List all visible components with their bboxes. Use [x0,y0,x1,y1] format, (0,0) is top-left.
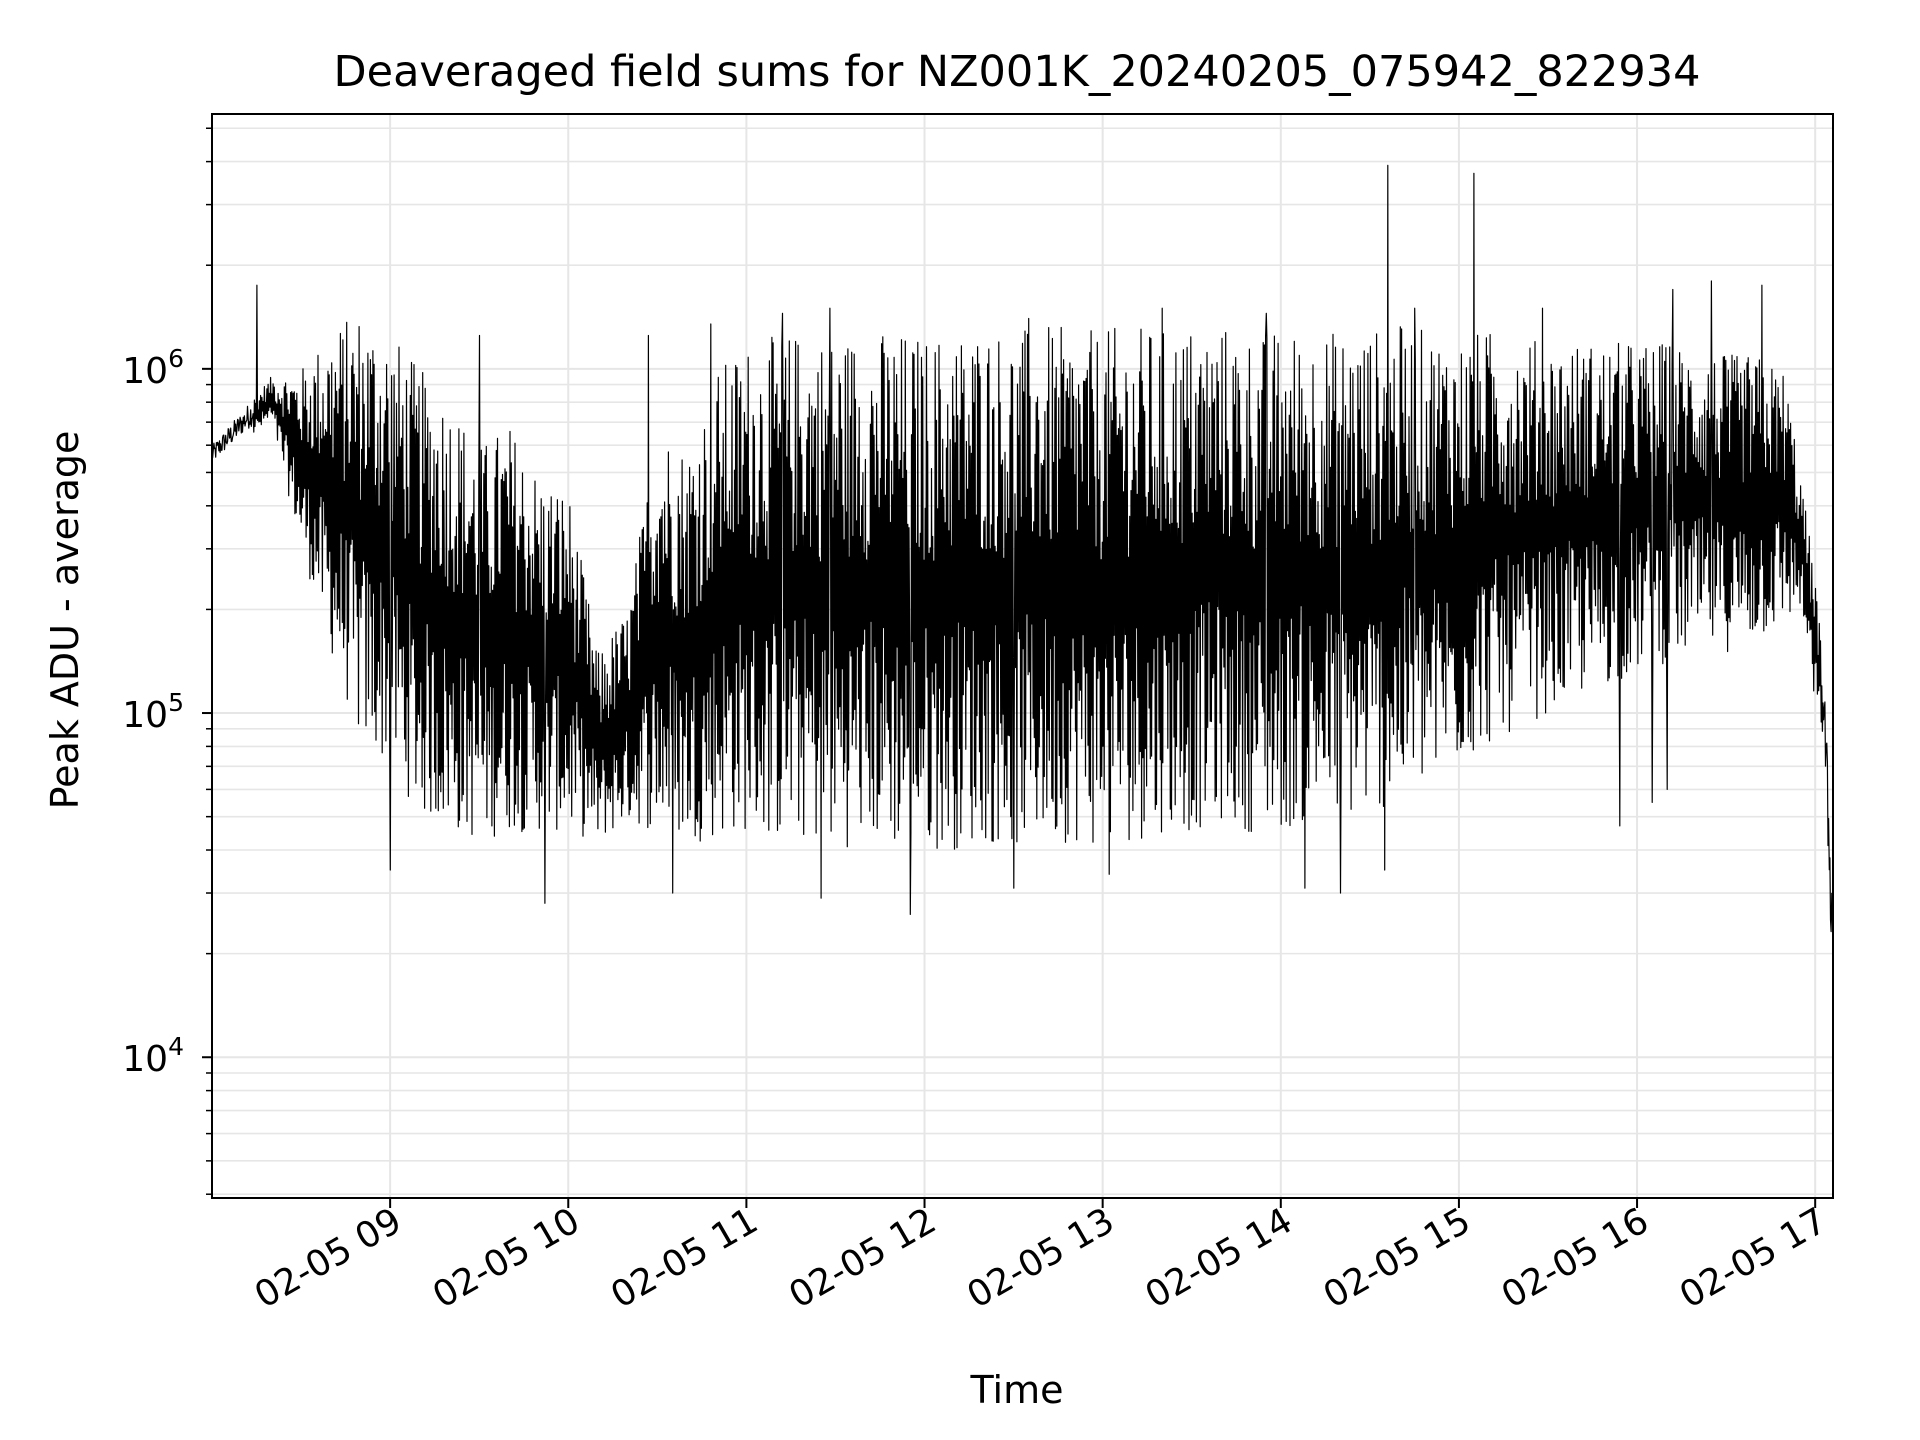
y-tick-label: 106 [122,344,184,392]
y-axis-label: Peak ADU - average [43,431,87,810]
y-tick-label: 105 [122,688,184,736]
axes-frame [211,113,1834,1199]
series-line [211,164,1834,959]
plot-area [211,164,1834,959]
y-tick-label: 104 [122,1032,184,1080]
y-axis-ticks: 104 105 106 [122,127,212,1195]
x-axis-label: Time [970,1368,1064,1412]
chart-title: Deaveraged field sums for NZ001K_2024020… [334,47,1701,97]
